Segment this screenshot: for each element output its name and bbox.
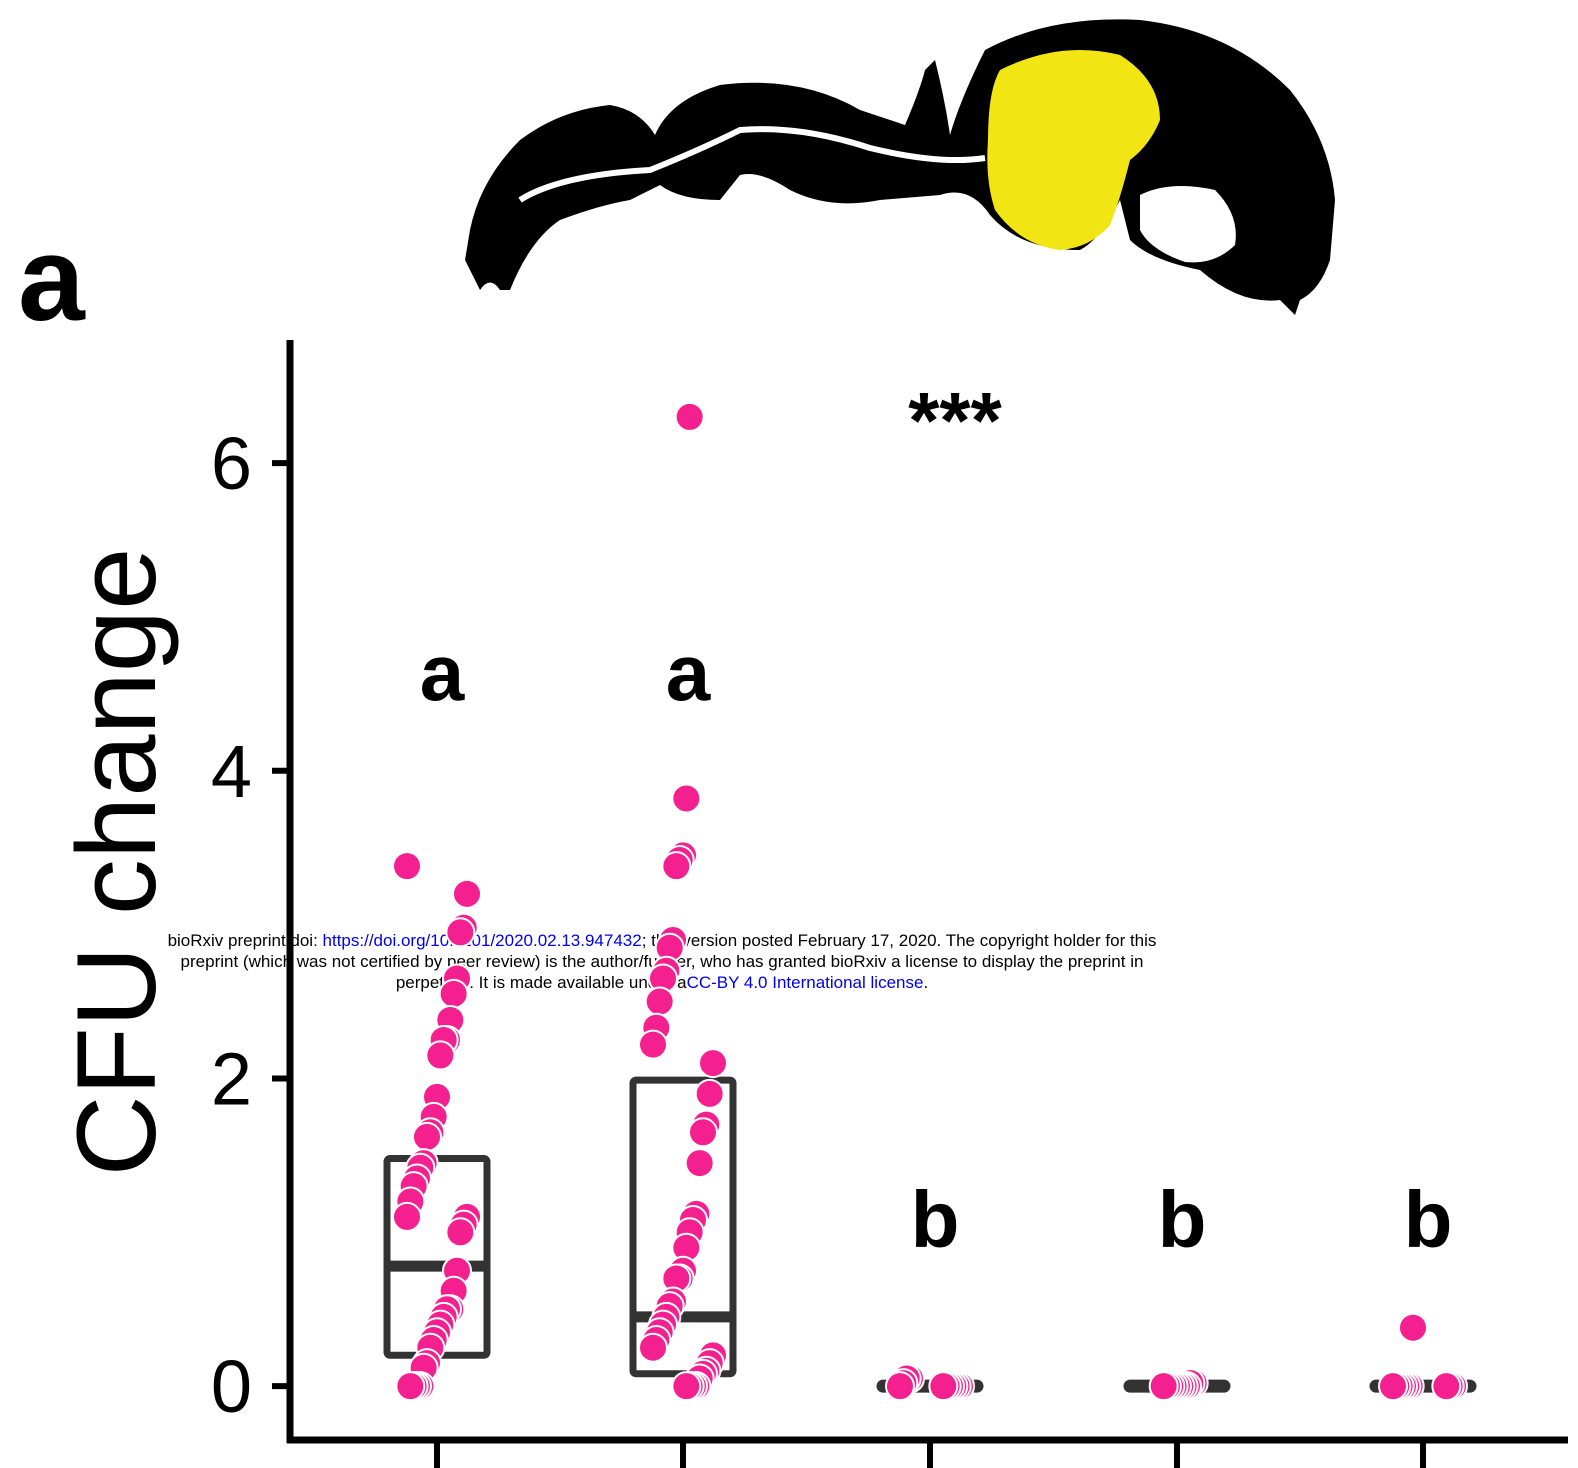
- watermark-text: ; this version posted February 17, 2020.…: [642, 931, 1157, 950]
- y-tick-label: 6: [211, 422, 252, 505]
- data-point: [672, 1372, 700, 1400]
- doi-link[interactable]: https://doi.org/10.1101/2020.02.13.94743…: [323, 931, 642, 950]
- watermark-text: .: [923, 973, 928, 992]
- group-letter: a: [420, 628, 465, 717]
- y-tick-label: 2: [211, 1037, 252, 1120]
- data-point: [453, 880, 481, 908]
- group-letter: b: [1158, 1175, 1207, 1264]
- data-point: [696, 1080, 724, 1108]
- data-point: [446, 918, 474, 946]
- data-point: [676, 403, 704, 431]
- group-letter: b: [911, 1175, 960, 1264]
- panel-label: a: [18, 212, 86, 346]
- data-point: [393, 1203, 421, 1231]
- group-letter: b: [1404, 1175, 1453, 1264]
- data-point: [1379, 1372, 1407, 1400]
- data-point: [699, 1049, 727, 1077]
- data-point: [639, 1031, 667, 1059]
- data-point: [686, 1149, 714, 1177]
- insect-body: [465, 19, 1335, 315]
- data-point: [689, 1118, 717, 1146]
- y-tick-label: 4: [211, 730, 252, 813]
- y-axis-label: CFU change: [54, 548, 179, 1177]
- data-point: [929, 1372, 957, 1400]
- data-point: [639, 1334, 667, 1362]
- data-point: [886, 1372, 914, 1400]
- license-link[interactable]: CC-BY 4.0 International license: [687, 973, 924, 992]
- significance-annotation: ***: [908, 376, 1002, 465]
- chart: bioRxiv preprint doi: https://doi.org/10…: [0, 0, 1578, 1468]
- data-point: [426, 1041, 454, 1069]
- y-tick-label: 0: [211, 1345, 252, 1428]
- data-point: [662, 852, 690, 880]
- insect-illustration: [465, 19, 1335, 315]
- data-point: [1399, 1314, 1427, 1342]
- data-point: [1432, 1372, 1460, 1400]
- watermark-text: bioRxiv preprint doi:: [168, 931, 323, 950]
- data-point: [446, 1218, 474, 1246]
- data-point: [1150, 1372, 1178, 1400]
- data-point: [646, 988, 674, 1016]
- data-point: [396, 1372, 424, 1400]
- data-point: [413, 1123, 441, 1151]
- data-point: [440, 980, 468, 1008]
- data-point: [672, 784, 700, 812]
- group-letter: a: [666, 628, 711, 717]
- data-point: [393, 852, 421, 880]
